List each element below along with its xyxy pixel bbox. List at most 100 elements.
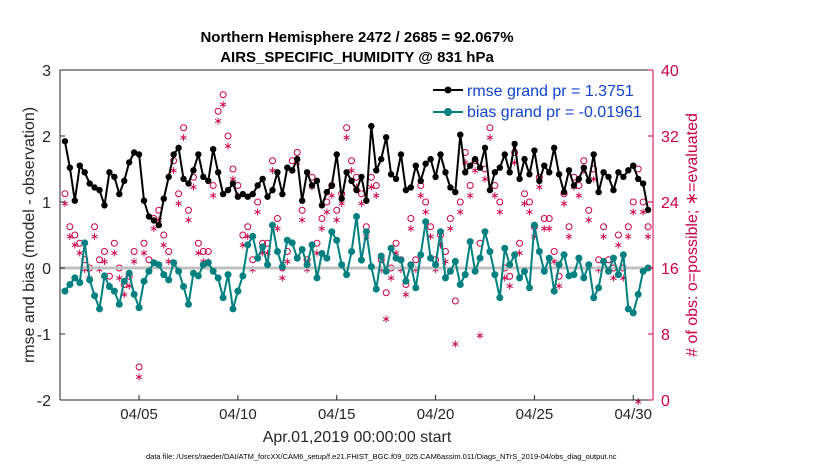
bias-point xyxy=(545,254,553,262)
rmse-point xyxy=(333,151,340,158)
rmse-point xyxy=(229,180,237,187)
bias-point xyxy=(343,271,351,279)
rmse-point xyxy=(101,202,108,209)
evaluated-obs-marker: ∗ xyxy=(461,156,470,169)
evaluated-obs-marker: ∗ xyxy=(525,205,534,218)
evaluated-obs-marker: ∗ xyxy=(214,115,223,128)
evaluated-obs-marker: ∗ xyxy=(110,247,119,260)
bias-point xyxy=(254,254,262,262)
evaluated-obs-marker: ∗ xyxy=(426,230,435,243)
evaluated-obs-marker: ∗ xyxy=(65,230,74,243)
rmse-point xyxy=(348,177,355,185)
possible-obs-marker xyxy=(382,289,390,297)
rmse-point xyxy=(506,169,513,176)
evaluated-obs-marker: ∗ xyxy=(70,238,79,251)
rmse-point xyxy=(402,186,410,194)
bias-point xyxy=(377,252,385,260)
bias-point xyxy=(437,228,445,236)
evaluated-obs-marker: ∗ xyxy=(100,255,109,268)
bias-point xyxy=(61,287,69,295)
rmse-point xyxy=(536,177,543,185)
evaluated-obs-marker: ∗ xyxy=(584,214,593,227)
bias-point xyxy=(175,267,183,275)
rmse-point xyxy=(531,147,538,154)
rmse-point xyxy=(471,155,479,163)
bias-point xyxy=(422,218,430,226)
rmse-point xyxy=(353,186,360,194)
possible-obs-marker xyxy=(298,206,306,214)
rmse-point xyxy=(71,197,79,204)
x-tick-label: 04/05 xyxy=(120,406,158,423)
possible-obs-marker xyxy=(219,91,227,99)
bias-point xyxy=(516,274,524,282)
evaluated-obs-marker: ∗ xyxy=(441,255,450,268)
evaluated-obs-marker: ∗ xyxy=(223,139,232,152)
bias-point xyxy=(353,213,360,221)
evaluated-obs-marker: ∗ xyxy=(609,271,618,284)
evaluated-obs-marker: ∗ xyxy=(60,197,69,210)
x-tick-label: 04/15 xyxy=(318,406,356,423)
bias-point xyxy=(521,267,529,275)
evaluated-obs-marker: ∗ xyxy=(500,271,509,284)
bias-point xyxy=(382,267,390,275)
evaluated-obs-marker: ∗ xyxy=(382,313,391,326)
evaluated-obs-marker: ∗ xyxy=(446,222,455,235)
evaluated-obs-marker: ∗ xyxy=(574,189,583,202)
rmse-point xyxy=(150,217,158,224)
bias-point xyxy=(194,272,202,280)
possible-obs-marker xyxy=(600,223,608,231)
evaluated-obs-marker: ∗ xyxy=(589,172,598,185)
bias-point xyxy=(456,281,464,288)
legend-rmse-label: rmse grand pr = 1.3751 xyxy=(467,83,634,100)
bias-point xyxy=(318,249,326,257)
bias-point xyxy=(273,248,281,255)
possible-obs-marker xyxy=(392,239,400,247)
rmse-point xyxy=(160,195,167,202)
rmse-point xyxy=(195,151,202,158)
possible-obs-marker xyxy=(204,248,212,255)
y2-tick-label: 0 xyxy=(661,393,670,410)
rmse-point xyxy=(511,140,518,148)
evaluated-obs-marker: ∗ xyxy=(253,205,262,218)
rmse-point xyxy=(620,173,627,181)
possible-obs-marker xyxy=(91,223,99,231)
evaluated-obs-marker: ∗ xyxy=(495,205,504,218)
possible-obs-marker xyxy=(229,165,237,173)
rmse-point xyxy=(555,171,563,178)
bias-point xyxy=(229,305,237,313)
possible-obs-marker xyxy=(496,198,504,206)
possible-obs-marker xyxy=(194,239,202,247)
rmse-point xyxy=(575,175,583,183)
legend: rmse grand pr = 1.3751 bias grand pr = -… xyxy=(427,78,645,124)
bias-point xyxy=(66,281,74,288)
bias-point xyxy=(476,254,484,262)
possible-obs-marker xyxy=(580,157,588,165)
bias-point xyxy=(412,284,420,292)
evaluated-obs-marker: ∗ xyxy=(451,337,460,350)
evaluated-obs-marker: ∗ xyxy=(90,230,99,243)
bias-point xyxy=(570,271,578,279)
rmse-point xyxy=(279,190,286,198)
possible-obs-marker xyxy=(466,182,474,189)
bias-point xyxy=(486,248,494,255)
bias-point xyxy=(609,254,617,262)
rmse-point xyxy=(328,182,335,189)
evaluated-obs-marker: ∗ xyxy=(540,222,549,235)
evaluated-obs-marker: ∗ xyxy=(273,222,282,235)
bias-point xyxy=(634,290,642,298)
rmse-point xyxy=(639,180,647,187)
rmse-point xyxy=(481,144,489,152)
rmse-point xyxy=(442,169,449,176)
rmse-point xyxy=(412,162,419,169)
evaluated-obs-marker: ∗ xyxy=(357,197,366,210)
possible-obs-marker xyxy=(318,215,326,222)
bias-point xyxy=(120,277,128,285)
evaluated-obs-marker: ∗ xyxy=(278,271,287,284)
rmse-point xyxy=(516,175,523,183)
bias-point xyxy=(224,271,232,279)
bias-point xyxy=(530,221,538,229)
evaluated-obs-marker: ∗ xyxy=(174,197,183,210)
rmse-point xyxy=(140,197,148,204)
evaluated-obs-marker: ∗ xyxy=(550,255,559,268)
evaluated-obs-marker: ∗ xyxy=(406,222,415,235)
